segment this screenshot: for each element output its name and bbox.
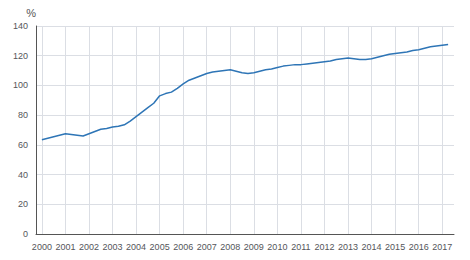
- svg-text:2008: 2008: [220, 242, 240, 252]
- svg-text:%: %: [26, 7, 36, 19]
- svg-text:2017: 2017: [432, 242, 452, 252]
- svg-text:20: 20: [18, 199, 28, 209]
- svg-text:2007: 2007: [197, 242, 217, 252]
- svg-text:140: 140: [13, 21, 28, 31]
- svg-text:2012: 2012: [314, 242, 334, 252]
- svg-text:2016: 2016: [409, 242, 429, 252]
- svg-text:2011: 2011: [291, 242, 310, 252]
- svg-text:2006: 2006: [173, 242, 193, 252]
- svg-text:2003: 2003: [103, 242, 123, 252]
- svg-text:40: 40: [18, 170, 28, 180]
- svg-text:2001: 2001: [55, 242, 75, 252]
- svg-text:0: 0: [23, 229, 28, 239]
- svg-text:2005: 2005: [150, 242, 170, 252]
- svg-text:2010: 2010: [267, 242, 287, 252]
- svg-text:2002: 2002: [79, 242, 99, 252]
- svg-text:2004: 2004: [126, 242, 146, 252]
- svg-text:100: 100: [13, 80, 28, 90]
- svg-text:120: 120: [13, 51, 28, 61]
- svg-text:80: 80: [18, 110, 28, 120]
- svg-text:2014: 2014: [362, 242, 382, 252]
- svg-text:2009: 2009: [244, 242, 264, 252]
- svg-text:2015: 2015: [385, 242, 405, 252]
- svg-text:60: 60: [18, 140, 28, 150]
- svg-text:2000: 2000: [32, 242, 52, 252]
- svg-text:2013: 2013: [338, 242, 358, 252]
